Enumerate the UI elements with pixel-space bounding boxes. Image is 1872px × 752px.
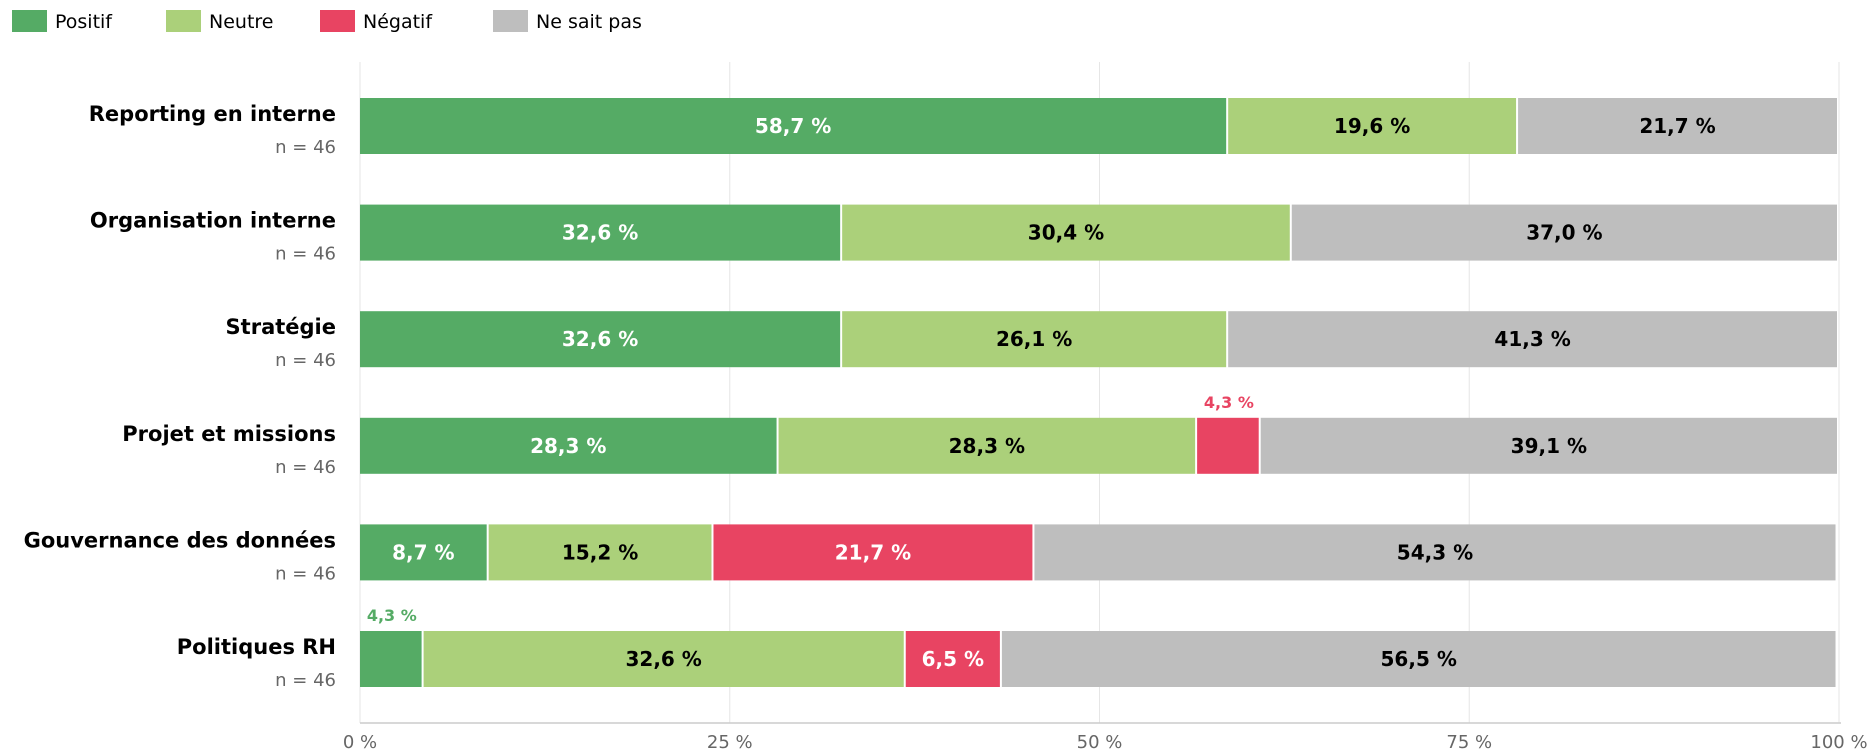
data-label: 28,3 % [530,434,606,458]
legend-label-ne-sait-pas: Ne sait pas [536,11,642,33]
bar-segment-neutre [423,631,904,687]
bar-row-politiques-rh: 4,3 % 32,6 % 6,5 % 56,5 % [360,606,1836,687]
bar-segment-neutre [488,524,712,581]
data-label: 26,1 % [996,327,1072,351]
bar-segment-ne-sait-pas [1291,204,1837,261]
x-tick-label: 75 % [1446,732,1492,752]
bar-segment-negatif [1197,417,1259,474]
legend-label-neutre: Neutre [209,11,273,33]
bars: 58,7 % 19,6 % 21,7 %32,6 % 30,4 % 37,0 %32,6… [360,98,1837,687]
bar-row-projet-et-missions: 28,3 % 28,3 % 4,3 % 39,1 % [360,393,1837,474]
category-labels: Reporting en interne n = 46 Organisation i… [24,102,336,691]
data-label: 32,6 % [562,221,638,245]
x-tick-label: 50 % [1077,732,1123,752]
data-label: 4,3 % [1204,393,1254,412]
legend-swatch-neutre [166,10,201,32]
data-label: 32,6 % [625,647,701,671]
category-count: n = 46 [275,670,336,691]
category-label: Politiques RH [177,635,336,659]
bar-segment-negatif [905,631,1000,687]
bar-segment-neutre [778,417,1196,474]
bar-segment-ne-sait-pas [1260,417,1837,474]
bar-segment-ne-sait-pas [1034,524,1836,581]
legend-label-positif: Positif [55,11,113,33]
bar-row-reporting-en-interne: 58,7 % 19,6 % 21,7 % [360,98,1837,154]
category-label: Organisation interne [90,209,336,233]
data-label: 21,7 % [1639,114,1715,138]
data-label: 30,4 % [1028,221,1104,245]
bar-segment-neutre [1228,98,1517,154]
data-label: 56,5 % [1381,647,1457,671]
data-label: 19,6 % [1334,114,1410,138]
data-label: 15,2 % [562,540,638,564]
category-label: Reporting en interne [89,102,336,126]
bar-segment-positif [360,98,1227,154]
bar-segment-ne-sait-pas [1518,98,1837,154]
data-label: 28,3 % [949,434,1025,458]
category-label: Stratégie [226,315,336,339]
bar-row-strategie: 32,6 % 26,1 % 41,3 % [360,311,1837,368]
data-label: 41,3 % [1494,327,1570,351]
grid [359,62,1840,723]
bar-segment-negatif [713,524,1033,581]
legend-swatch-ne-sait-pas [493,10,528,32]
data-label: 21,7 % [835,540,911,564]
category-count: n = 46 [275,350,336,371]
data-label: 6,5 % [922,647,984,671]
bar-segment-positif [360,311,841,368]
legend: Positif Neutre Négatif Ne sait pas [12,10,642,33]
category-count: n = 46 [275,563,336,584]
bar-row-organisation-interne: 32,6 % 30,4 % 37,0 % [360,204,1837,261]
data-label: 32,6 % [562,327,638,351]
bar-segment-positif [360,204,841,261]
category-label: Gouvernance des données [24,528,336,552]
x-tick-label: 25 % [707,732,753,752]
bar-segment-neutre [842,204,1290,261]
bar-segment-positif [360,524,487,581]
bar-row-gouvernance-des-donnees: 8,7 % 15,2 % 21,7 % 54,3 % [360,524,1836,581]
x-tick-label: 100 % [1810,732,1867,752]
data-label: 54,3 % [1397,540,1473,564]
data-label: 8,7 % [392,540,454,564]
bar-segment-positif [360,631,422,687]
data-label: 4,3 % [367,606,417,625]
bar-segment-positif [360,417,777,474]
data-label: 37,0 % [1526,221,1602,245]
legend-label-negatif: Négatif [363,11,433,33]
x-tick-label: 0 % [343,732,377,752]
legend-swatch-negatif [320,10,355,32]
bar-segment-ne-sait-pas [1228,311,1837,368]
category-count: n = 46 [275,457,336,478]
category-count: n = 46 [275,137,336,158]
x-axis: 0 % 25 % 50 % 75 % 100 % [343,722,1868,752]
category-count: n = 46 [275,244,336,265]
data-label: 58,7 % [755,114,831,138]
category-label: Projet et missions [122,422,336,446]
bar-segment-ne-sait-pas [1001,631,1836,687]
bar-segment-neutre [842,311,1227,368]
legend-swatch-positif [12,10,47,32]
data-label: 39,1 % [1511,434,1587,458]
